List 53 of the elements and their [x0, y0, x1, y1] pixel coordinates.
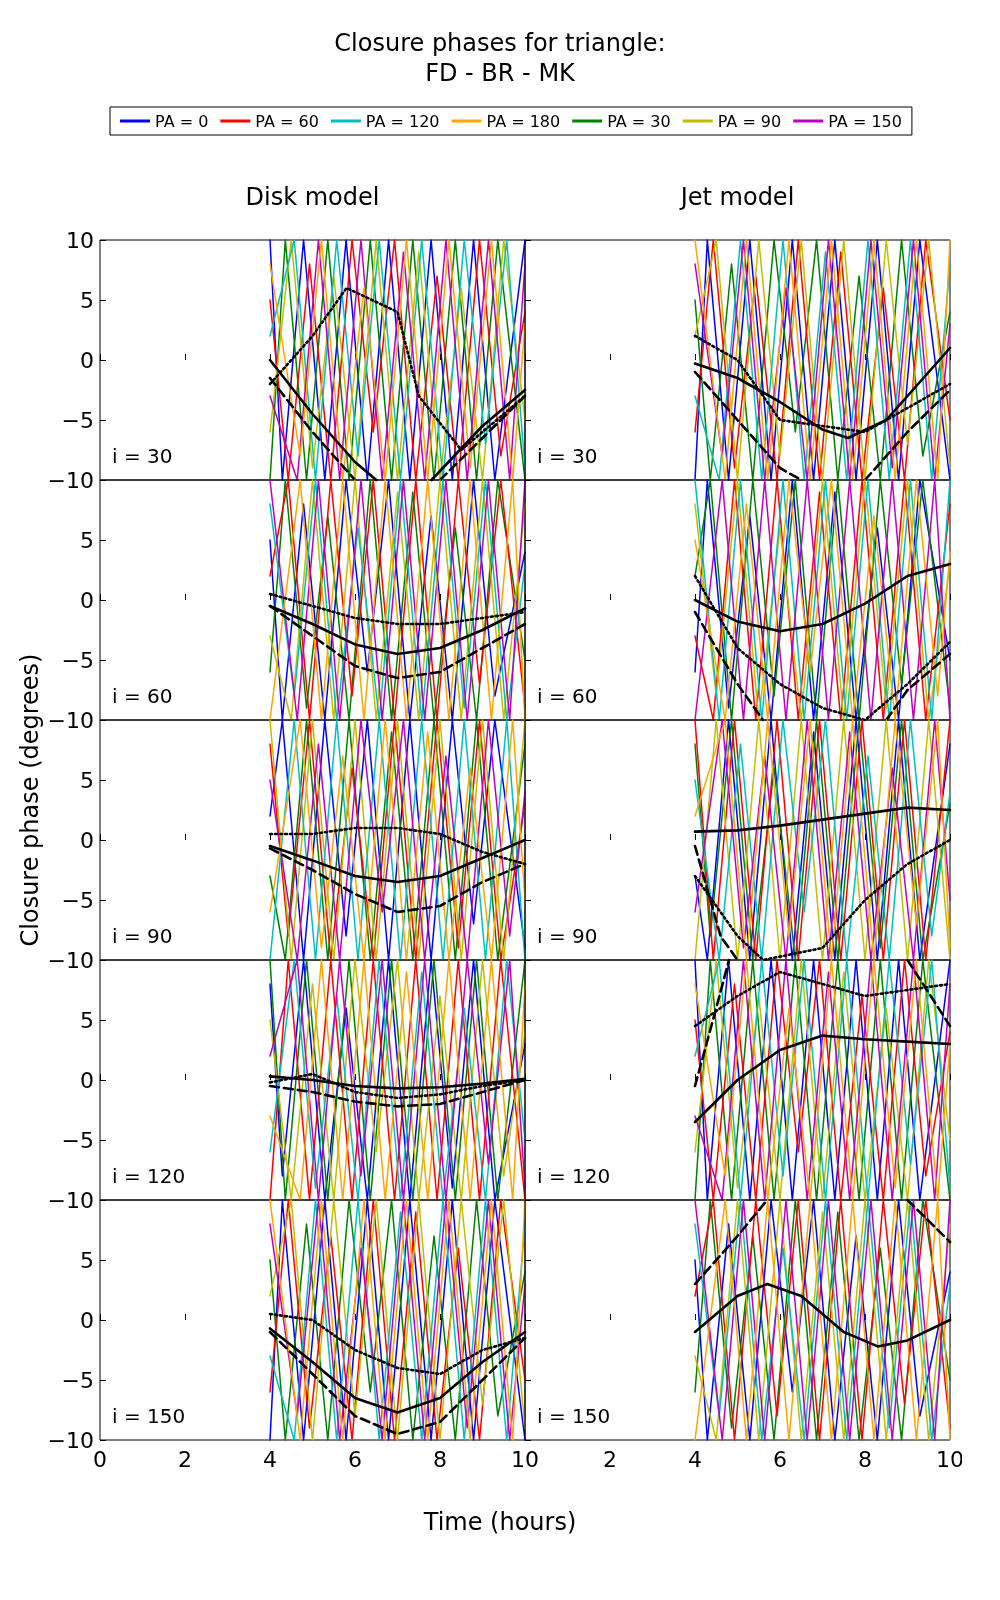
legend-label: PA = 60 — [255, 111, 319, 131]
y-tick-label: 10 — [66, 227, 94, 253]
y-tick-label: 5 — [80, 1007, 94, 1033]
annotation: i = 120 — [112, 1164, 186, 1188]
y-tick-label: 0 — [80, 827, 94, 853]
chart-subtitle: Disk model — [245, 183, 380, 211]
x-tick-label: 8 — [433, 1446, 447, 1472]
x-axis-title: Time (hours) — [422, 1508, 577, 1536]
y-tick-label: 0 — [80, 347, 94, 373]
y-tick-label: 5 — [80, 527, 94, 553]
y-tick-label: 5 — [80, 287, 94, 313]
legend-label: PA = 90 — [717, 111, 782, 131]
y-tick-label: −5 — [61, 407, 94, 433]
y-tick-label: −10 — [47, 707, 94, 733]
legend-label: PA = 150 — [828, 111, 902, 131]
annotation: i = 150 — [112, 1404, 186, 1428]
y-tick-label: 0 — [80, 587, 94, 613]
legend-label: PA = 180 — [486, 111, 561, 131]
annotation: i = 60 — [112, 684, 173, 708]
annotation: i = 90 — [537, 924, 598, 948]
y-tick-label: −5 — [61, 647, 94, 673]
y-tick-label: 0 — [80, 1307, 94, 1333]
y-tick-label: 5 — [80, 1247, 94, 1273]
y-tick-label: −10 — [47, 1427, 94, 1453]
y-axis-title: Closure phase (degrees) — [16, 653, 44, 947]
y-tick-label: 5 — [80, 767, 94, 793]
x-tick-label: 2 — [178, 1446, 192, 1472]
annotation: i = 60 — [537, 684, 598, 708]
x-tick-label: 8 — [858, 1446, 872, 1472]
x-tick-label: 6 — [348, 1446, 362, 1472]
y-tick-label: −5 — [61, 1127, 94, 1153]
chart-title: Jet model — [678, 183, 795, 211]
annotation: i = 90 — [112, 924, 173, 948]
annotation: i = 150 — [537, 1404, 611, 1428]
chart-title: Closure phases for triangle: FD - BR - MK — [334, 29, 666, 87]
y-tick-label: −10 — [47, 947, 94, 973]
legend-label: PA = 30 — [607, 111, 671, 131]
annotation: i = 30 — [112, 444, 173, 468]
x-tick-label: 6 — [773, 1446, 787, 1472]
y-tick-label: −5 — [61, 887, 94, 913]
x-tick-label: 4 — [263, 1446, 277, 1472]
y-tick-label: −10 — [47, 1187, 94, 1213]
x-tick-label: 10 — [936, 1446, 964, 1472]
x-tick-label: 4 — [688, 1446, 702, 1472]
y-tick-label: 0 — [80, 1067, 94, 1093]
annotation: i = 120 — [537, 1164, 611, 1188]
y-tick-label: −5 — [61, 1367, 94, 1393]
annotation: i = 30 — [537, 444, 598, 468]
legend-label: PA = 0 — [155, 111, 209, 131]
x-tick-label: 2 — [603, 1446, 617, 1472]
legend-label: PA = 120 — [365, 111, 440, 131]
x-tick-label: 10 — [511, 1446, 539, 1472]
y-tick-label: −10 — [47, 467, 94, 493]
